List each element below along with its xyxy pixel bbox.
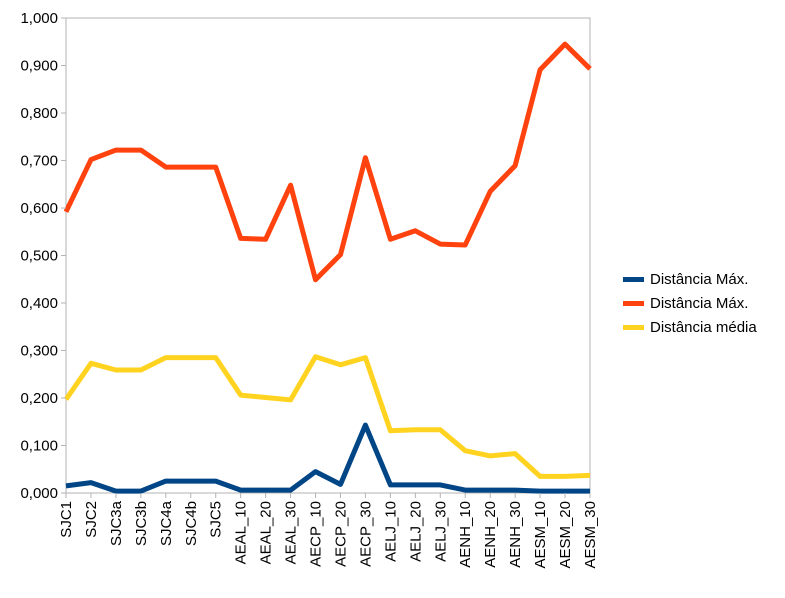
x-tick-label: AECP_30: [357, 501, 374, 567]
y-tick-label: 0,500: [20, 248, 58, 265]
x-tick-label: AECP_10: [308, 501, 325, 567]
x-tick-label: AELJ_10: [382, 501, 399, 562]
x-tick-label: SJC5: [208, 501, 225, 538]
y-axis-ticks: 0,000 0,100 0,200 0,300 0,400 0,500 0,600 0,700…: [20, 10, 66, 502]
y-tick-label: 0,200: [20, 390, 58, 407]
y-tick-label: 0,800: [20, 105, 58, 122]
legend-item: Distância Máx.: [623, 267, 757, 291]
x-tick-label: SJC2: [83, 501, 100, 538]
x-tick-label: AELJ_20: [407, 501, 424, 562]
series-line-2: [63, 41, 592, 283]
y-tick-label: 0,900: [20, 58, 58, 75]
x-tick-label: AENH_10: [457, 501, 474, 568]
y-tick-label: 0,400: [20, 295, 58, 312]
legend-swatch: [623, 276, 644, 282]
legend-swatch: [623, 300, 644, 306]
legend: Distância Máx. Distância Máx. Distância …: [623, 267, 757, 339]
legend-label: Distância Máx.: [650, 270, 749, 288]
x-tick-label: AEAL_30: [283, 501, 300, 564]
legend-swatch: [623, 324, 644, 330]
x-tick-label: AEAL_20: [258, 501, 275, 564]
legend-label: Distância média: [650, 318, 757, 336]
x-tick-label: AENH_30: [507, 501, 524, 568]
x-tick-label: SJC4a: [158, 500, 175, 546]
y-tick-label: 0,300: [20, 343, 58, 360]
x-tick-label: AELJ_30: [432, 501, 449, 562]
series-lines: [63, 41, 592, 494]
x-tick-label: AEAL_10: [233, 501, 250, 564]
plot-frame: [65, 17, 591, 494]
legend-item: Distância Máx.: [623, 291, 757, 315]
legend-label: Distância Máx.: [650, 294, 749, 312]
x-tick-label: AENH_20: [482, 501, 499, 568]
y-tick-label: 0,100: [20, 438, 58, 455]
legend-item: Distância média: [623, 315, 757, 339]
x-tick-label: AESM_10: [532, 501, 549, 569]
x-tick-label: SJC1: [58, 501, 75, 538]
x-tick-label: SJC3b: [133, 501, 150, 546]
x-tick-label: SJC3a: [108, 500, 125, 546]
x-tick-label: SJC4b: [183, 501, 200, 546]
y-tick-label: 0,600: [20, 200, 58, 217]
y-tick-label: 0,700: [20, 153, 58, 170]
series-line-3: [63, 354, 591, 479]
x-tick-label: AESM_20: [557, 501, 574, 569]
x-tick-label: AESM_30: [582, 501, 599, 569]
y-tick-label: 1,000: [20, 10, 58, 27]
x-tick-label: AECP_20: [332, 501, 349, 567]
y-tick-label: 0,000: [20, 485, 58, 502]
x-axis-ticks: SJC1 SJC2 SJC3a SJC3b SJC4a SJC4b SJC5 AEAL_10 A…: [58, 493, 599, 569]
series-line-1: [65, 422, 590, 494]
plot-area: [65, 17, 591, 494]
